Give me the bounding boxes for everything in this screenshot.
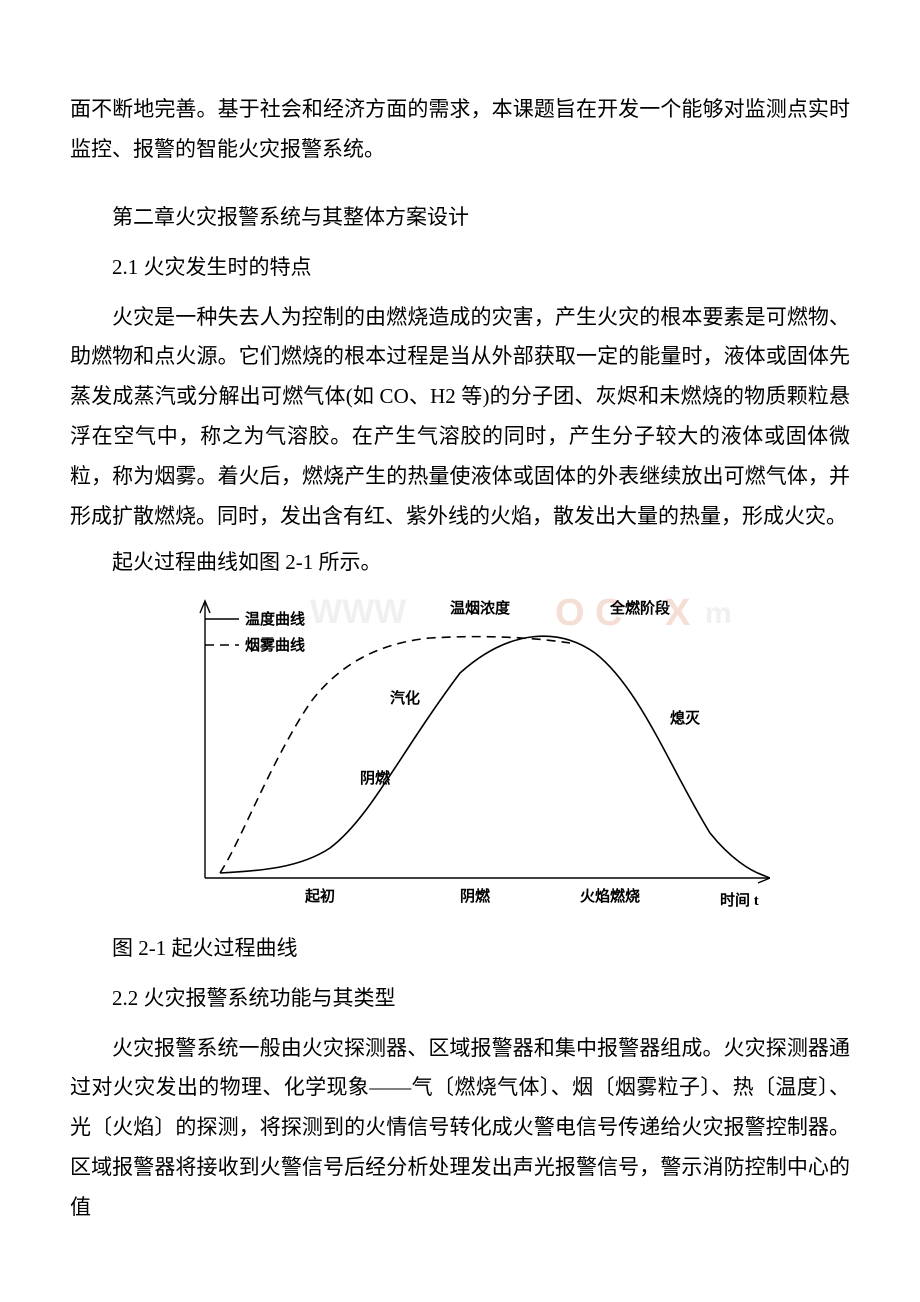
section-2-1-paragraph-1: 火灾是一种失去人为控制的由燃烧造成的灾害，产生火灾的根本要素是可燃物、助燃物和点… — [70, 298, 850, 537]
watermark-www: WWW — [310, 593, 407, 631]
watermark-m: m — [705, 597, 732, 630]
fire-process-chart: WWWOCXm温度曲线烟雾曲线温烟浓度全燃阶段汽化熄灭阴燃起初阴燃火焰燃烧时间 … — [150, 593, 770, 923]
section-2-1-paragraph-2: 起火过程曲线如图 2-1 所示。 — [70, 543, 850, 583]
section-2-1-title: 2.1 火灾发生时的特点 — [70, 248, 850, 288]
chapter-2-title: 第二章火灾报警系统与其整体方案设计 — [70, 198, 850, 238]
figure-2-1-container: WWWOCXm温度曲线烟雾曲线温烟浓度全燃阶段汽化熄灭阴燃起初阴燃火焰燃烧时间 … — [70, 593, 850, 923]
x-axis-label-2: 火焰燃烧 — [580, 887, 640, 905]
chart-label-0: 温烟浓度 — [450, 599, 511, 617]
chart-label-4: 阴燃 — [360, 769, 391, 787]
x-axis-label-1: 阴燃 — [460, 887, 491, 905]
figure-2-1-caption: 图 2-1 起火过程曲线 — [70, 929, 850, 969]
x-axis-label-3: 时间 t — [720, 891, 759, 909]
chart-label-2: 汽化 — [390, 689, 420, 707]
section-2-2-title: 2.2 火灾报警系统功能与其类型 — [70, 979, 850, 1019]
legend-label-0: 温度曲线 — [245, 610, 305, 628]
section-2-2-paragraph-1: 火灾报警系统一般由火灾探测器、区域报警器和集中报警器组成。火灾探测器通过对火灾发… — [70, 1029, 850, 1228]
chart-label-1: 全燃阶段 — [609, 599, 670, 617]
chart-label-3: 熄灭 — [670, 709, 701, 727]
legend-label-1: 烟雾曲线 — [245, 636, 305, 654]
x-axis-label-0: 起初 — [304, 887, 335, 905]
intro-tail-paragraph: 面不断地完善。基于社会和经济方面的需求，本课题旨在开发一个能够对监测点实时监控、… — [70, 90, 850, 170]
watermark-o: O — [555, 593, 585, 634]
